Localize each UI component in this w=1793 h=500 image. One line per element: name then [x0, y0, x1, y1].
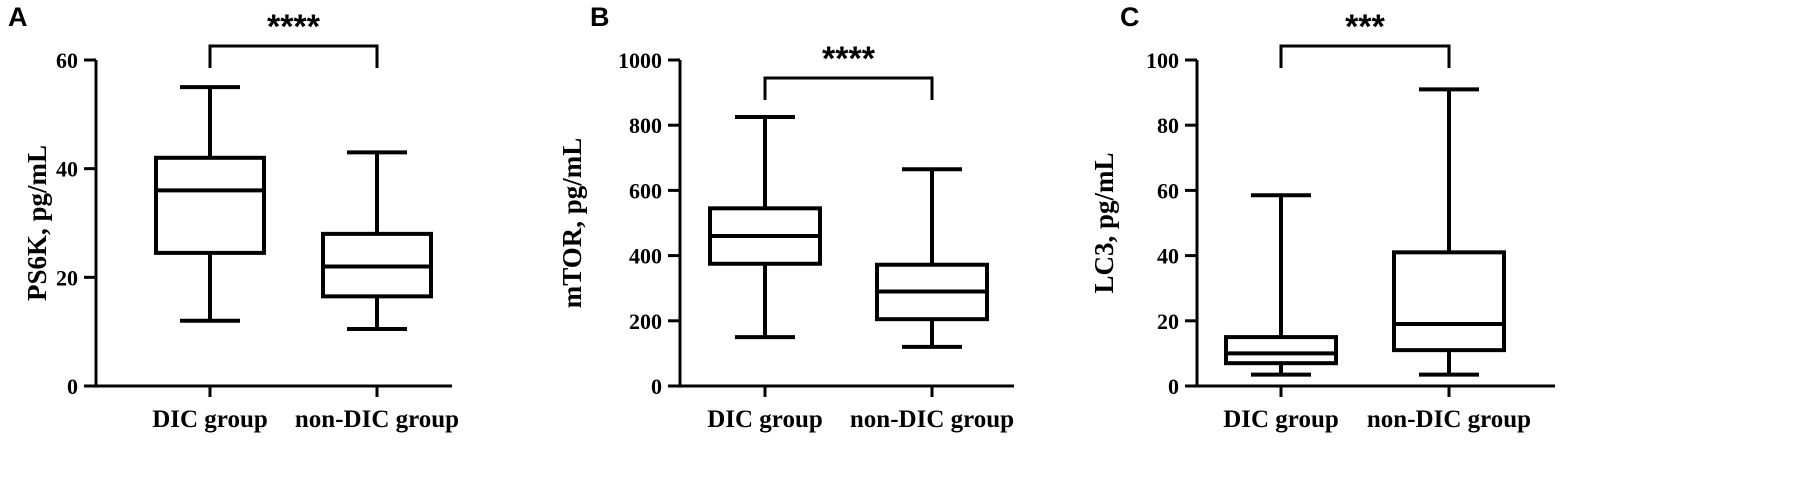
significance-label: **** [822, 40, 876, 78]
panel-letter: C [1120, 2, 1140, 32]
y-tick-label: 20 [1157, 309, 1179, 334]
y-axis-title: mTOR, pg/mL [557, 138, 587, 309]
y-tick-label: 20 [56, 265, 78, 290]
iqr-box [154, 155, 266, 255]
significance-bracket [1279, 44, 1451, 68]
x-category-label: non-DIC group [850, 406, 1014, 433]
x-category-label: non-DIC group [1367, 406, 1531, 433]
significance-label: *** [1345, 8, 1385, 46]
y-tick-label: 800 [629, 113, 662, 138]
y-tick-label: 200 [629, 309, 662, 334]
y-tick-label: 600 [629, 178, 662, 203]
y-tick-label: 100 [1146, 48, 1179, 73]
significance-label: **** [267, 8, 321, 46]
panel-letter: A [8, 2, 28, 32]
y-tick-label: 0 [67, 374, 78, 399]
y-tick-label: 60 [1157, 178, 1179, 203]
x-category-label: DIC group [707, 406, 823, 433]
y-tick-label: 40 [56, 157, 78, 182]
iqr-box [1224, 335, 1338, 366]
x-category-label: DIC group [152, 406, 268, 433]
panel-letter: B [590, 2, 610, 32]
y-tick-label: 80 [1157, 113, 1179, 138]
y-tick-label: 40 [1157, 244, 1179, 269]
y-tick-label: 60 [56, 48, 78, 73]
y-tick-label: 400 [629, 244, 662, 269]
y-axis-title: PS6K, pg/mL [22, 145, 52, 301]
x-category-label: DIC group [1223, 406, 1339, 433]
y-axis-title: LC3, pg/mL [1089, 152, 1119, 293]
significance-bracket [763, 76, 934, 100]
y-tick-label: 0 [1168, 374, 1179, 399]
y-tick-label: 0 [651, 374, 662, 399]
iqr-box [1392, 250, 1506, 353]
x-category-label: non-DIC group [295, 406, 459, 433]
significance-bracket [208, 44, 379, 68]
y-tick-label: 1000 [618, 48, 662, 73]
